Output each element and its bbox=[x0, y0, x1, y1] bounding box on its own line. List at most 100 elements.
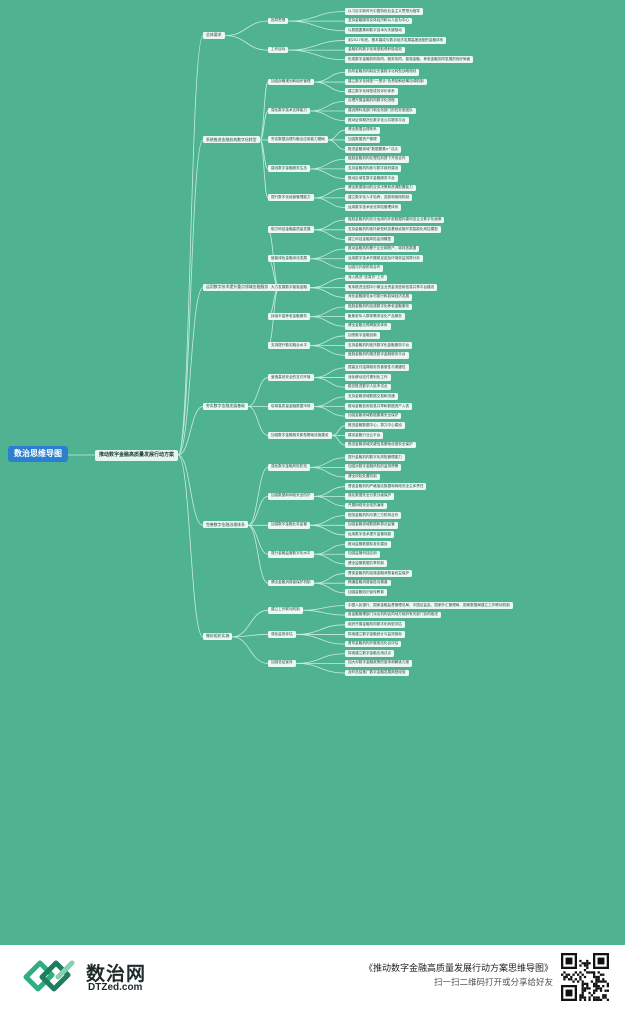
sub-branch-node[interactable]: 建立工作联动机制 bbox=[268, 606, 303, 614]
leaf-node[interactable]: 推动金融机构基于企业碳账户、碳排放数据 bbox=[345, 245, 420, 253]
sub-branch-node[interactable]: 提升金融监管数字化水平 bbox=[268, 550, 314, 558]
leaf-node[interactable]: 健全数据治理体系 bbox=[345, 126, 380, 134]
sub-branch-node[interactable]: 持续丰富养老金融服务 bbox=[268, 313, 310, 320]
branch-node[interactable]: 夯实数字金融发展基础 bbox=[203, 402, 248, 410]
leaf-node[interactable]: 健全数据驱动的业务决策和资源配置能力 bbox=[345, 184, 416, 192]
leaf-node[interactable]: 建设金融行业云平台 bbox=[345, 431, 384, 439]
leaf-node[interactable]: 坚持金融服务实体经济和以人民为中心 bbox=[345, 17, 413, 25]
leaf-node[interactable]: 畅通金融消费者投诉渠道 bbox=[345, 579, 391, 587]
branch-node[interactable]: 做好组织实施 bbox=[203, 632, 233, 640]
sub-branch-node[interactable]: 健全金融消费者保护机制 bbox=[268, 579, 314, 587]
sub-branch-node[interactable]: 培育高质量金融数据市场 bbox=[268, 403, 314, 410]
sub-branch-node[interactable]: 提升数字化经营管理能力 bbox=[268, 194, 314, 202]
sub-branch-node[interactable]: 助力科技金融高质量发展 bbox=[268, 226, 314, 234]
leaf-node[interactable]: 合理开展金融机构数字化进程 bbox=[345, 97, 398, 105]
leaf-node[interactable]: 强化数据安全分类分级保护 bbox=[345, 492, 395, 500]
leaf-node[interactable]: 运用数字技术开展碳足迹及环境效益测算分析 bbox=[345, 255, 423, 263]
leaf-node[interactable]: 推动金融信用信息共享和数据资产入表 bbox=[345, 403, 413, 410]
leaf-node[interactable]: 督促金融机构加强金融消费者权益保护 bbox=[345, 570, 413, 577]
leaf-node[interactable]: 加强监管科技应用 bbox=[345, 550, 380, 558]
leaf-node[interactable]: 支持金融机构依托新型科技基础设施开发智能化风控模型 bbox=[345, 226, 441, 234]
leaf-node[interactable]: 组织开展金融机构数字化转型评估 bbox=[345, 621, 405, 629]
leaf-node[interactable]: 推动监管数据标准化建设 bbox=[345, 541, 391, 548]
qr-code-icon[interactable] bbox=[561, 953, 609, 1001]
leaf-node[interactable]: 运用数字技术提升监管效能 bbox=[345, 531, 395, 539]
leaf-node[interactable]: 加强与外部机构合作 bbox=[345, 264, 384, 272]
sub-branch-node[interactable]: 指导思想 bbox=[268, 17, 289, 25]
leaf-node[interactable]: 到2027年底，基本建成与数字经济发展高度适配的金融体系 bbox=[345, 36, 447, 44]
branch-node[interactable]: 运用数字技术提升重点领域金融服务质效 bbox=[203, 283, 280, 291]
root-topic[interactable]: 推动数字金融高质量发展行动方案 bbox=[95, 449, 179, 461]
leaf-node[interactable]: 金融机构数字化转型取得积极成效 bbox=[345, 46, 405, 54]
leaf-node[interactable]: 各金融管理部门派出机构会同地方政府有关部门协同推进 bbox=[345, 611, 441, 619]
leaf-node[interactable]: 建立数字化转型“一把手”负责制和统筹协调机制 bbox=[345, 78, 427, 86]
leaf-node[interactable]: 有序推进全国中小微企业资金流信用信息共享平台建设 bbox=[345, 284, 438, 291]
leaf-node[interactable]: 开展网络安全攻防演练 bbox=[345, 502, 387, 510]
leaf-node[interactable]: 加强金融领域数据要素安全保护 bbox=[345, 412, 402, 420]
leaf-node[interactable]: 规范金融机构与第三方机构合作 bbox=[345, 512, 402, 519]
leaf-node[interactable]: 推进金融数据中心、算力中心建设 bbox=[345, 422, 405, 430]
leaf-node[interactable]: 加快数字金融创新 bbox=[345, 332, 380, 340]
sub-branch-node[interactable]: 强化数字金融风险防范 bbox=[268, 463, 310, 471]
leaf-node[interactable]: 及时总结推广数字金融发展典型经验 bbox=[345, 669, 409, 677]
leaf-node[interactable]: 加大对数字金融政策的宣传和解读力度 bbox=[345, 659, 413, 667]
leaf-node[interactable]: 探索建立数字金融应用试点 bbox=[345, 650, 395, 658]
leaf-node[interactable]: 中国人民银行、国家金融监督管理总局、中国证监会、国家外汇管理局、国家数据局建立工… bbox=[345, 602, 513, 609]
branch-node[interactable]: 总体要求 bbox=[203, 31, 225, 39]
leaf-node[interactable]: 支持金融机构依托数字化金融服务平台 bbox=[345, 342, 413, 349]
branch-node[interactable]: 系统推进金融机构数字化转型 bbox=[203, 135, 260, 144]
leaf-node[interactable]: 督导金融机构开展常态化自评估 bbox=[345, 640, 402, 648]
sub-branch-node[interactable]: 强化监测评估 bbox=[268, 630, 296, 638]
leaf-node[interactable]: 推进金融领域关键信息基础设施安全保护 bbox=[345, 441, 416, 449]
sub-branch-node[interactable]: 强化数字技术支撑能力 bbox=[268, 107, 310, 115]
leaf-node[interactable]: 支持金融领域数据交易和流通 bbox=[345, 393, 398, 401]
sub-branch-node[interactable]: 加强总结宣传 bbox=[268, 659, 296, 667]
leaf-node[interactable]: 加强金融知识宣传教育 bbox=[345, 589, 387, 597]
leaf-node[interactable]: 加强金融领域数据和算法监管 bbox=[345, 521, 398, 529]
leaf-node[interactable]: 指导金融机构制定完善数字化转型战略规划 bbox=[345, 68, 420, 76]
sub-branch-node[interactable]: 加强数字金融相关新型基础设施建设 bbox=[268, 431, 332, 439]
sub-branch-node[interactable]: 支持提升数实融合水平 bbox=[268, 342, 310, 349]
leaf-node[interactable]: 深化金融服务乡村振兴和县域经济发展 bbox=[345, 293, 413, 301]
leaf-node[interactable]: 形成数字金融机构协同、服务协同、普惠金融、养老金融协同发展的良好局面 bbox=[345, 56, 474, 64]
leaf-node[interactable]: 以习近平新时代中国特色社会主义思想为指导 bbox=[345, 8, 423, 15]
sub-branch-node[interactable]: 工作目标 bbox=[268, 46, 289, 54]
leaf-node[interactable]: 健全监管数据共享机制 bbox=[345, 560, 387, 568]
leaf-node[interactable]: 鼓励金融机构加强数字化养老金融服务 bbox=[345, 303, 413, 311]
leaf-node[interactable]: 运用数字技术优化风险管理体系 bbox=[345, 204, 402, 211]
leaf-node[interactable]: 督促金融机构严格落实数据和网络安全主体责任 bbox=[345, 483, 427, 490]
leaf-node[interactable]: 提高支付结算服务的普惠性与便捷性 bbox=[345, 364, 409, 372]
leaf-node[interactable]: 提升金融机构数字化风险管理能力 bbox=[345, 454, 405, 462]
leaf-node[interactable]: 加强对数字金融风险的监测预警 bbox=[345, 463, 402, 471]
leaf-node[interactable]: 推动证券期货业数字化公共服务平台 bbox=[345, 117, 409, 124]
sub-branch-node[interactable]: 大力发展数字普惠金融 bbox=[268, 284, 310, 291]
sub-branch-node[interactable]: 建设数字金融服务生态 bbox=[268, 165, 310, 173]
leaf-node[interactable]: 建立数字化人才培养、选拔和使用机制 bbox=[345, 194, 413, 202]
leaf-node[interactable]: 聚焦老年人群体需求优化产品服务 bbox=[345, 313, 405, 320]
leaf-node[interactable]: 推动区域性数字金融服务平台 bbox=[345, 175, 398, 182]
leaf-node[interactable]: 探索建立数字金融统计与监测指标 bbox=[345, 630, 405, 638]
leaf-node[interactable]: 稳妥推进数字人民币试点 bbox=[345, 383, 391, 391]
sub-branch-node[interactable]: 加强数据和网络安全防护 bbox=[268, 492, 314, 500]
sub-branch-node[interactable]: 加强数字金融业务监管 bbox=[268, 521, 310, 529]
leaf-node[interactable]: 建立科技金融风险监测模型 bbox=[345, 235, 395, 243]
branch-node[interactable]: 完善数字金融治理体系 bbox=[203, 521, 248, 529]
brand-badge[interactable]: 数治思维导图 bbox=[8, 446, 68, 462]
leaf-node[interactable]: 鼓励金融机构在理性前提下开放合作 bbox=[345, 155, 409, 163]
leaf-node[interactable]: 深入推进“信易贷”工作 bbox=[345, 274, 388, 282]
leaf-node[interactable]: 鼓励金融机构推进数字金融服务平台 bbox=[345, 351, 409, 359]
leaf-node[interactable]: 深化移动支付便利化工作 bbox=[345, 374, 391, 381]
sub-branch-node[interactable]: 营造高效安全的支付环境 bbox=[268, 374, 314, 381]
sub-branch-node[interactable]: 夯实数据治理与融合应用能力基础 bbox=[268, 136, 328, 144]
leaf-node[interactable]: 建立数字化转型成效评价体系 bbox=[345, 88, 398, 95]
leaf-node[interactable]: 加强数据资产管理 bbox=[345, 136, 380, 144]
leaf-node[interactable]: 支持金融机构参与数字政府建设 bbox=[345, 165, 402, 173]
sub-branch-node[interactable]: 赋能绿色金融深化发展 bbox=[268, 255, 310, 263]
leaf-node[interactable]: 鼓励金融机构充分运用内外部数据构建科技企业数字化画像 bbox=[345, 216, 445, 224]
sub-branch-node[interactable]: 加强战略规划和组织管理 bbox=[268, 78, 314, 86]
leaf-node[interactable]: 以数据要素和数字技术为关键驱动 bbox=[345, 27, 405, 35]
leaf-node[interactable]: 健全金融无障碍服务体系 bbox=[345, 322, 391, 330]
leaf-node[interactable]: 建设跨科技部门和业务部门的任务型团队 bbox=[345, 107, 416, 115]
leaf-node[interactable]: 健全风险处置机制 bbox=[345, 473, 380, 481]
leaf-node[interactable]: 推进金融领域“数据要素×”试点 bbox=[345, 146, 401, 153]
